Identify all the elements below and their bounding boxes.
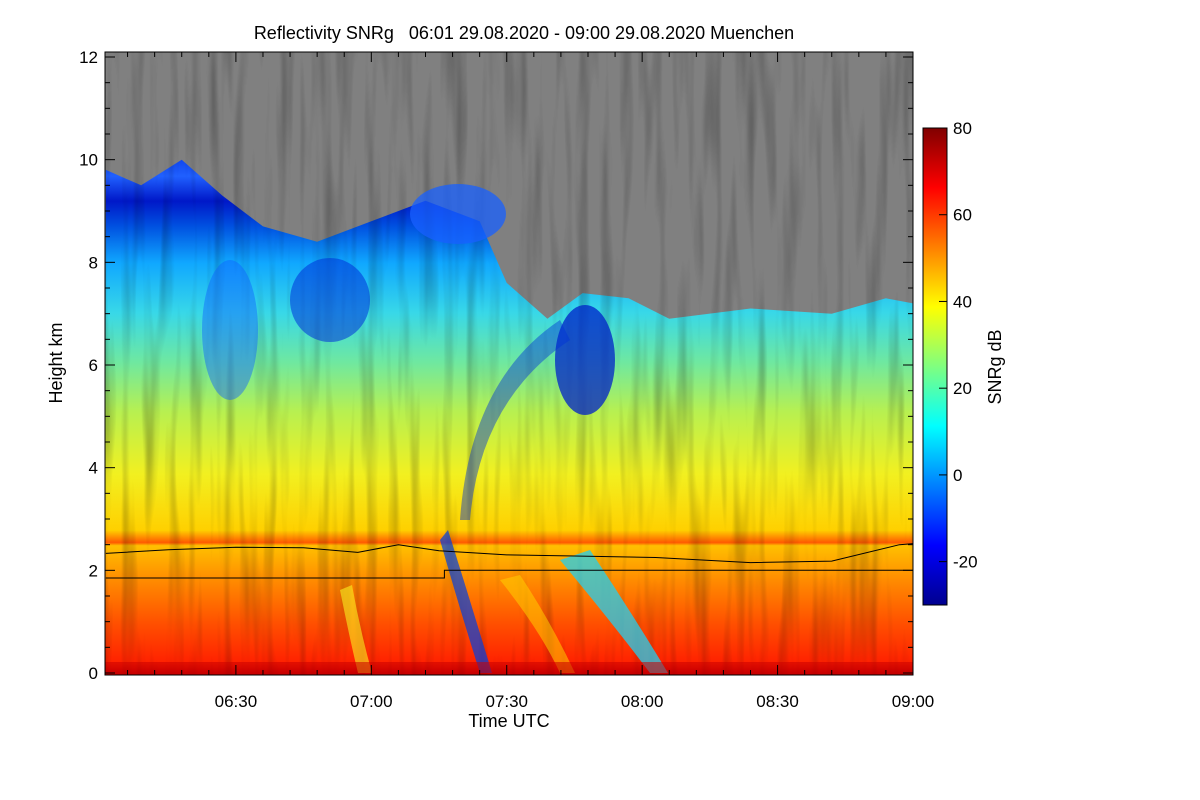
surface-band (105, 662, 913, 675)
upper-cloud-patch (290, 258, 370, 342)
echo-features (105, 52, 913, 675)
colorbar-tick-label: 20 (953, 379, 972, 398)
mixing-layer-lower-line (105, 569, 913, 579)
x-tick-label: 08:30 (756, 692, 799, 711)
x-axis: 06:30 07:00 07:30 08:00 08:30 09:00 (127, 52, 935, 711)
plot-frame (104, 51, 914, 676)
y-tick-label: 12 (79, 48, 98, 67)
mixing-layer-upper-line (105, 543, 913, 564)
colorbar-tick-label: 40 (953, 292, 972, 311)
y-axis-label: Height km (46, 322, 66, 403)
y-tick-label: 6 (89, 356, 98, 375)
x-tick-label: 06:30 (215, 692, 258, 711)
fall-streak (560, 550, 668, 673)
colorbar: 80 60 40 20 0 -20 SNRg dB (922, 119, 1005, 606)
y-tick-label: 4 (89, 459, 98, 478)
colorbar-gradient (922, 127, 948, 606)
x-tick-label: 07:00 (350, 692, 393, 711)
fall-streak (440, 530, 492, 673)
colorbar-tick-label: -20 (953, 553, 978, 572)
x-axis-label: Time UTC (468, 711, 549, 731)
colorbar-tick-label: 0 (953, 466, 962, 485)
plot-area (104, 51, 914, 676)
colorbar-label: SNRg dB (985, 329, 1005, 404)
colorbar-tick-label: 60 (953, 206, 972, 225)
upper-cloud-patch (202, 260, 258, 400)
y-tick-label: 0 (89, 664, 98, 683)
x-tick-label: 09:00 (892, 692, 935, 711)
x-tick-label: 08:00 (621, 692, 664, 711)
fall-streak (460, 320, 570, 520)
upper-cloud-patch (555, 305, 615, 415)
y-tick-label: 10 (79, 151, 98, 170)
y-axis: 0 2 4 6 8 10 12 (79, 48, 913, 683)
upper-cloud-patch (410, 184, 506, 244)
y-tick-label: 2 (89, 561, 98, 580)
colorbar-ticks: 80 60 40 20 0 -20 (939, 119, 978, 572)
streak-texture (105, 52, 913, 675)
colorbar-tick-label: 80 (953, 119, 972, 138)
x-tick-label: 07:30 (485, 692, 528, 711)
chart-title: Reflectivity SNRg 06:01 29.08.2020 - 09:… (254, 23, 794, 43)
fall-streak (500, 575, 575, 673)
fall-streak (340, 585, 372, 673)
y-tick-label: 8 (89, 253, 98, 272)
